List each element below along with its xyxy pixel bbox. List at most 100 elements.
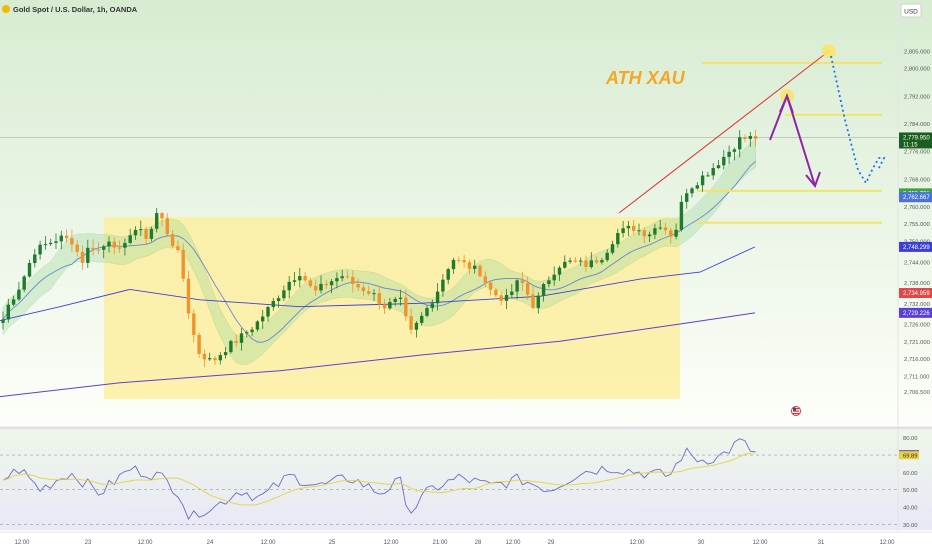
candle-body <box>589 260 593 268</box>
us-flag-icon[interactable] <box>791 406 801 416</box>
candle-body <box>647 234 652 237</box>
currency-button-label[interactable]: USD <box>904 9 918 16</box>
candle-body <box>457 259 461 261</box>
candle-body <box>674 229 678 237</box>
candle-body <box>64 235 69 239</box>
price-tick-label: 2,706.500 <box>904 390 930 396</box>
adaptive-channel <box>2 139 756 365</box>
candle-body <box>610 244 615 253</box>
candle-body <box>361 287 366 292</box>
candlesticks <box>1 129 758 368</box>
time-tick-label: 12:00 <box>14 540 30 546</box>
time-tick-label: 12:00 <box>505 540 521 546</box>
price-tick-label: 2,716.000 <box>904 357 930 363</box>
time-tick-label: 21:00 <box>432 540 448 546</box>
candle-body <box>748 136 752 139</box>
candle-body <box>223 352 228 356</box>
consolidation-zone <box>104 217 680 399</box>
rsi-tick-label: 40.00 <box>903 505 918 511</box>
candle-body <box>435 291 440 304</box>
candle-body <box>473 265 477 269</box>
candle-body <box>351 276 355 285</box>
candle-body <box>510 291 514 295</box>
price-tick-label: 2,800.000 <box>904 67 930 73</box>
candle-body <box>324 283 328 286</box>
candle-body <box>658 227 662 229</box>
candle-body <box>43 244 48 246</box>
candle-body <box>282 290 286 299</box>
candle-body <box>176 246 180 251</box>
sma-mid-line <box>0 246 756 322</box>
candle-body <box>287 281 291 291</box>
candle-body <box>192 313 196 335</box>
candle-body <box>563 261 567 268</box>
rsi-tick-label: 50.00 <box>903 488 918 494</box>
price-tick-label: 2,768.000 <box>904 177 930 183</box>
candle-body <box>133 229 138 236</box>
time-tick-label: 12:00 <box>383 540 399 546</box>
scenario-arrow-head-down <box>805 171 821 189</box>
candle-body <box>266 307 270 317</box>
candle-body <box>372 293 376 295</box>
currency-button[interactable] <box>900 3 922 18</box>
time-tick-label: 12:00 <box>260 540 276 546</box>
candle-body <box>186 278 191 314</box>
candle-body <box>711 168 715 176</box>
candle-body <box>541 284 546 296</box>
price-tick-label: 2,784.000 <box>904 122 930 128</box>
candle-body <box>393 298 397 302</box>
candle-body <box>382 304 387 309</box>
price-tag <box>899 288 932 299</box>
candle-body <box>123 242 127 248</box>
candle-body <box>494 289 498 296</box>
candle-body <box>218 355 222 361</box>
candle-body <box>245 332 249 334</box>
candle-body <box>303 276 307 281</box>
candle-body <box>255 321 260 330</box>
candle-body <box>626 225 631 229</box>
price-tick-label: 2,744.000 <box>904 260 930 266</box>
candle-body <box>547 280 551 285</box>
candle-body <box>1 319 5 323</box>
candle-body <box>700 175 705 186</box>
candle-body <box>594 260 599 263</box>
candle-body <box>27 263 32 277</box>
symbol-title: Gold Spot / U.S. Dollar, 1h, OANDA <box>13 5 138 14</box>
candle-body <box>637 230 641 232</box>
candle-body <box>520 280 525 284</box>
candle-body <box>308 280 313 287</box>
candle-body <box>504 294 509 301</box>
candle-body <box>536 295 540 308</box>
trendline <box>618 50 830 214</box>
price-tag-label: 2,748.299 <box>903 245 930 251</box>
candle-body <box>451 259 456 270</box>
price-tag-label: 2,734.959 <box>903 291 930 297</box>
time-tick-label: 12:00 <box>629 540 645 546</box>
price-tick-label: 2,805.000 <box>904 49 930 55</box>
candle-body <box>22 276 26 290</box>
price-tick-label: 2,738.000 <box>904 281 930 287</box>
sma-slow-line <box>0 312 756 398</box>
candle-body <box>552 274 556 281</box>
price-tag-label: 2,779.950 <box>903 135 930 141</box>
price-axis: 2,805.000 2,800.000 2,792.000 2,784.000 2,77… <box>899 49 932 396</box>
candle-body <box>250 329 254 333</box>
candle-body <box>96 249 101 251</box>
candle-body <box>160 213 164 219</box>
candle-body <box>515 280 519 292</box>
price-tick-label: 2,776.000 <box>904 150 930 156</box>
candle-body <box>149 228 154 239</box>
candle-body <box>75 244 79 252</box>
candle-body <box>117 247 122 249</box>
price-tag-label: 2,762.667 <box>903 195 930 201</box>
rsi-tick-label: 60.00 <box>903 471 918 477</box>
candle-body <box>261 316 265 322</box>
rsi-tick-label: 80.00 <box>903 436 918 442</box>
candle-body <box>669 230 673 237</box>
candle-body <box>38 244 42 255</box>
candle-body <box>690 188 694 194</box>
time-tick-label: 12:00 <box>752 540 768 546</box>
candle-body <box>716 165 721 169</box>
scenario-arrow-head-up <box>779 93 794 114</box>
